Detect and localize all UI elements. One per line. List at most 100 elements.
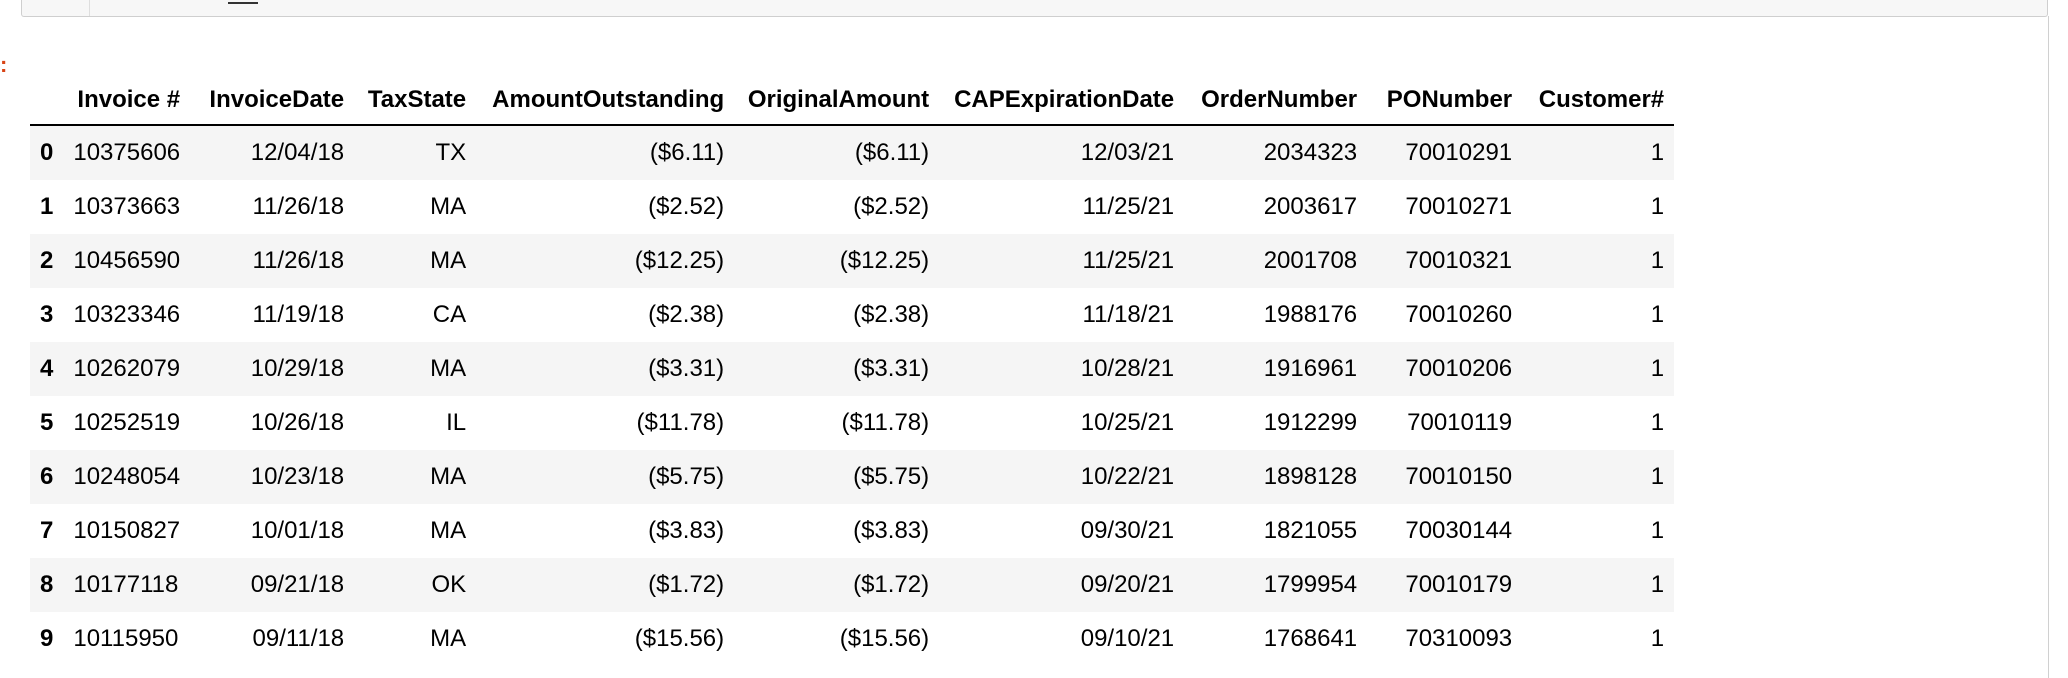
cell-invoice: 10456590 (73, 247, 181, 274)
dataframe-table: Invoice # InvoiceDate TaxState AmountOut… (30, 76, 1675, 666)
row-index: 2 (40, 247, 54, 274)
table-row: 6 10248054 10/23/18 MA ($5.75) ($5.75) 10/22/2… (30, 450, 1675, 504)
table-row: 0 10375606 12/04/18 TX ($6.11) ($6.11) 12/03/2… (30, 125, 1675, 180)
cell-amount-outstanding: ($11.78) (636, 409, 725, 436)
row-index: 0 (40, 139, 54, 166)
cell-cap-expiration-date: 11/18/21 (1082, 301, 1175, 328)
cell-po-number: 70010291 (1405, 139, 1513, 166)
cell-invoice: 10150827 (73, 517, 181, 544)
table-row: 5 10252519 10/26/18 IL ($11.78) ($11.78) 10/25… (30, 396, 1675, 450)
cell-po-number: 70010206 (1405, 355, 1513, 382)
cell-po-number: 70010321 (1405, 247, 1513, 274)
code-input-cell[interactable] (21, 0, 2048, 17)
cell-customer: 1 (1650, 625, 1665, 652)
cell-amount-outstanding: ($6.11) (649, 139, 725, 166)
cell-customer: 1 (1650, 517, 1665, 544)
cell-tax-state: IL (446, 409, 467, 436)
cell-tax-state: OK (431, 571, 467, 598)
cell-cap-expiration-date: 10/25/21 (1080, 409, 1175, 436)
cell-customer: 1 (1650, 139, 1665, 166)
cell-tax-state: MA (430, 517, 467, 544)
cell-invoice-date: 10/26/18 (250, 409, 345, 436)
cell-original-amount: ($1.72) (853, 571, 930, 598)
cell-original-amount: ($11.78) (841, 409, 930, 436)
cell-invoice-date: 11/19/18 (252, 301, 345, 328)
cell-amount-outstanding: ($3.83) (648, 517, 725, 544)
cell-customer: 1 (1650, 571, 1665, 598)
column-header-invoice: Invoice # (63, 76, 191, 126)
row-index: 5 (40, 409, 54, 436)
cell-cap-expiration-date: 10/22/21 (1080, 463, 1175, 490)
cell-order-number: 1799954 (1263, 571, 1358, 598)
input-gutter (89, 0, 90, 16)
row-index: 3 (40, 301, 54, 328)
cell-customer: 1 (1650, 247, 1665, 274)
cell-amount-outstanding: ($15.56) (634, 625, 725, 652)
cell-po-number: 70010260 (1405, 301, 1513, 328)
cell-cap-expiration-date: 11/25/21 (1082, 193, 1175, 220)
cell-invoice: 10248054 (73, 463, 181, 490)
cell-order-number: 1768641 (1263, 625, 1358, 652)
column-header-amount-outstanding: AmountOutstanding (476, 76, 735, 126)
cell-invoice-date: 11/26/18 (252, 247, 345, 274)
table-row: 2 10456590 11/26/18 MA ($12.25) ($12.25) 11/25… (30, 234, 1675, 288)
row-index: 4 (40, 355, 54, 382)
cell-cap-expiration-date: 12/03/21 (1080, 139, 1175, 166)
table-row: 1 10373663 11/26/18 MA ($2.52) ($2.52) 11/25/2… (30, 180, 1675, 234)
cell-tax-state: MA (430, 625, 467, 652)
cell-invoice: 10252519 (73, 409, 181, 436)
cell-po-number: 70010179 (1405, 571, 1513, 598)
cell-output-area: : Invoice # InvoiceDate TaxState AmountO… (0, 16, 2049, 678)
cell-order-number: 1821055 (1263, 517, 1358, 544)
row-index: 8 (40, 571, 54, 598)
cell-amount-outstanding: ($5.75) (648, 463, 725, 490)
row-index: 6 (40, 463, 54, 490)
cell-original-amount: ($6.11) (854, 139, 930, 166)
cell-cap-expiration-date: 10/28/21 (1080, 355, 1175, 382)
table-row: 3 10323346 11/19/18 CA ($2.38) ($2.38) 11/18/2… (30, 288, 1675, 342)
cell-po-number: 70030144 (1405, 517, 1513, 544)
cell-invoice-date: 10/23/18 (250, 463, 345, 490)
row-index: 1 (40, 193, 54, 220)
cell-cap-expiration-date: 09/30/21 (1080, 517, 1175, 544)
table-row: 7 10150827 10/01/18 MA ($3.83) ($3.83) 09/30/2… (30, 504, 1675, 558)
cell-cap-expiration-date: 09/20/21 (1080, 571, 1175, 598)
cell-amount-outstanding: ($2.38) (648, 301, 725, 328)
cell-po-number: 70310093 (1405, 625, 1513, 652)
cell-invoice-date: 09/11/18 (252, 625, 345, 652)
cell-order-number: 1912299 (1263, 409, 1358, 436)
cell-invoice: 10375606 (73, 139, 181, 166)
cell-invoice-date: 10/01/18 (250, 517, 345, 544)
cell-invoice: 10373663 (73, 193, 181, 220)
cell-tax-state: MA (430, 355, 467, 382)
cell-order-number: 1916961 (1263, 355, 1358, 382)
cell-tax-state: CA (432, 301, 467, 328)
cell-order-number: 1898128 (1263, 463, 1358, 490)
cell-invoice-date: 11/26/18 (252, 193, 345, 220)
cell-original-amount: ($2.52) (853, 193, 930, 220)
table-row: 8 10177118 09/21/18 OK ($1.72) ($1.72) 09/20/2… (30, 558, 1675, 612)
cell-invoice: 10177118 (73, 571, 179, 598)
column-header-order-number: OrderNumber (1184, 76, 1368, 126)
column-header-original-amount: OriginalAmount (734, 76, 940, 126)
cell-po-number: 70010271 (1405, 193, 1513, 220)
column-header-cap-expiration-date: CAPExpirationDate (939, 76, 1185, 126)
cell-invoice: 10323346 (73, 301, 181, 328)
cell-invoice: 10115950 (73, 625, 179, 652)
column-header-customer: Customer# (1522, 76, 1675, 126)
cell-invoice-date: 09/21/18 (250, 571, 345, 598)
table-row: 9 10115950 09/11/18 MA ($15.56) ($15.56) 09/10… (30, 612, 1675, 666)
row-index: 7 (40, 517, 54, 544)
cell-amount-outstanding: ($1.72) (648, 571, 725, 598)
cell-customer: 1 (1650, 409, 1665, 436)
cell-invoice-date: 10/29/18 (250, 355, 345, 382)
cell-original-amount: ($5.75) (853, 463, 930, 490)
cell-order-number: 2003617 (1263, 193, 1358, 220)
row-index: 9 (40, 625, 54, 652)
cell-tax-state: MA (430, 247, 467, 274)
cell-original-amount: ($3.31) (853, 355, 930, 382)
cell-customer: 1 (1650, 463, 1665, 490)
column-header-po-number: PONumber (1367, 76, 1523, 126)
cell-order-number: 2001708 (1263, 247, 1358, 274)
cell-original-amount: ($15.56) (839, 625, 930, 652)
